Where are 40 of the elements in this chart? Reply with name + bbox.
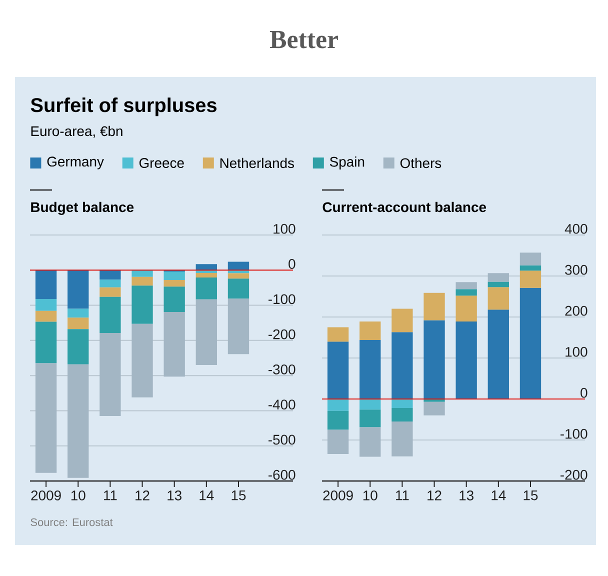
chart-title: Current-account balance <box>322 202 486 212</box>
x-tick-label: 11 <box>104 490 117 500</box>
y-tick-label: 0 <box>580 388 588 398</box>
y-tick-label: 0 <box>288 259 296 269</box>
legend-label: Others <box>400 158 442 168</box>
y-tick-label: 300 <box>565 264 588 275</box>
y-tick-label: -100 <box>560 428 588 439</box>
y-tick-label: -600 <box>268 470 296 480</box>
x-tick-label: 15 <box>232 490 246 500</box>
x-tick-label: 10 <box>71 490 86 500</box>
y-tick-label: 400 <box>564 224 588 234</box>
x-tick-label: 14 <box>492 490 506 500</box>
y-tick-label: -400 <box>268 400 296 410</box>
y-tick-label: -100 <box>268 294 296 304</box>
y-tick-label: 100 <box>566 346 588 357</box>
x-tick-label: 10 <box>363 490 378 500</box>
y-tick-label: -200 <box>268 329 296 340</box>
x-tick-label: 13 <box>168 490 182 500</box>
y-tick-label: -200 <box>560 470 588 480</box>
chart-title: Budget balance <box>31 202 134 215</box>
x-tick-label: 14 <box>200 490 214 500</box>
y-tick-label: -300 <box>268 364 296 374</box>
text: Surfeit of surpluses <box>30 98 216 116</box>
x-tick-label: 13 <box>460 490 474 500</box>
legend-label: Greece <box>139 158 184 168</box>
y-tick-label: -500 <box>268 434 296 445</box>
x-tick-label: 12 <box>136 490 150 500</box>
y-tick-label: 100 <box>274 224 296 234</box>
text: Euro-area, €bn <box>31 126 122 138</box>
legend-label: Netherlands <box>220 158 294 168</box>
x-tick-label: 2009 <box>323 490 353 500</box>
x-tick-label: 2009 <box>31 490 61 500</box>
x-tick-label: 12 <box>428 490 442 500</box>
legend-label: Germany <box>47 156 104 170</box>
text: Better <box>270 31 338 48</box>
legend-label: Spain <box>330 156 364 170</box>
x-tick-label: 15 <box>524 490 538 500</box>
x-tick-label: 11 <box>396 490 409 500</box>
y-tick-label: 200 <box>565 306 588 316</box>
source-note: Source: Eurostat <box>30 518 113 526</box>
